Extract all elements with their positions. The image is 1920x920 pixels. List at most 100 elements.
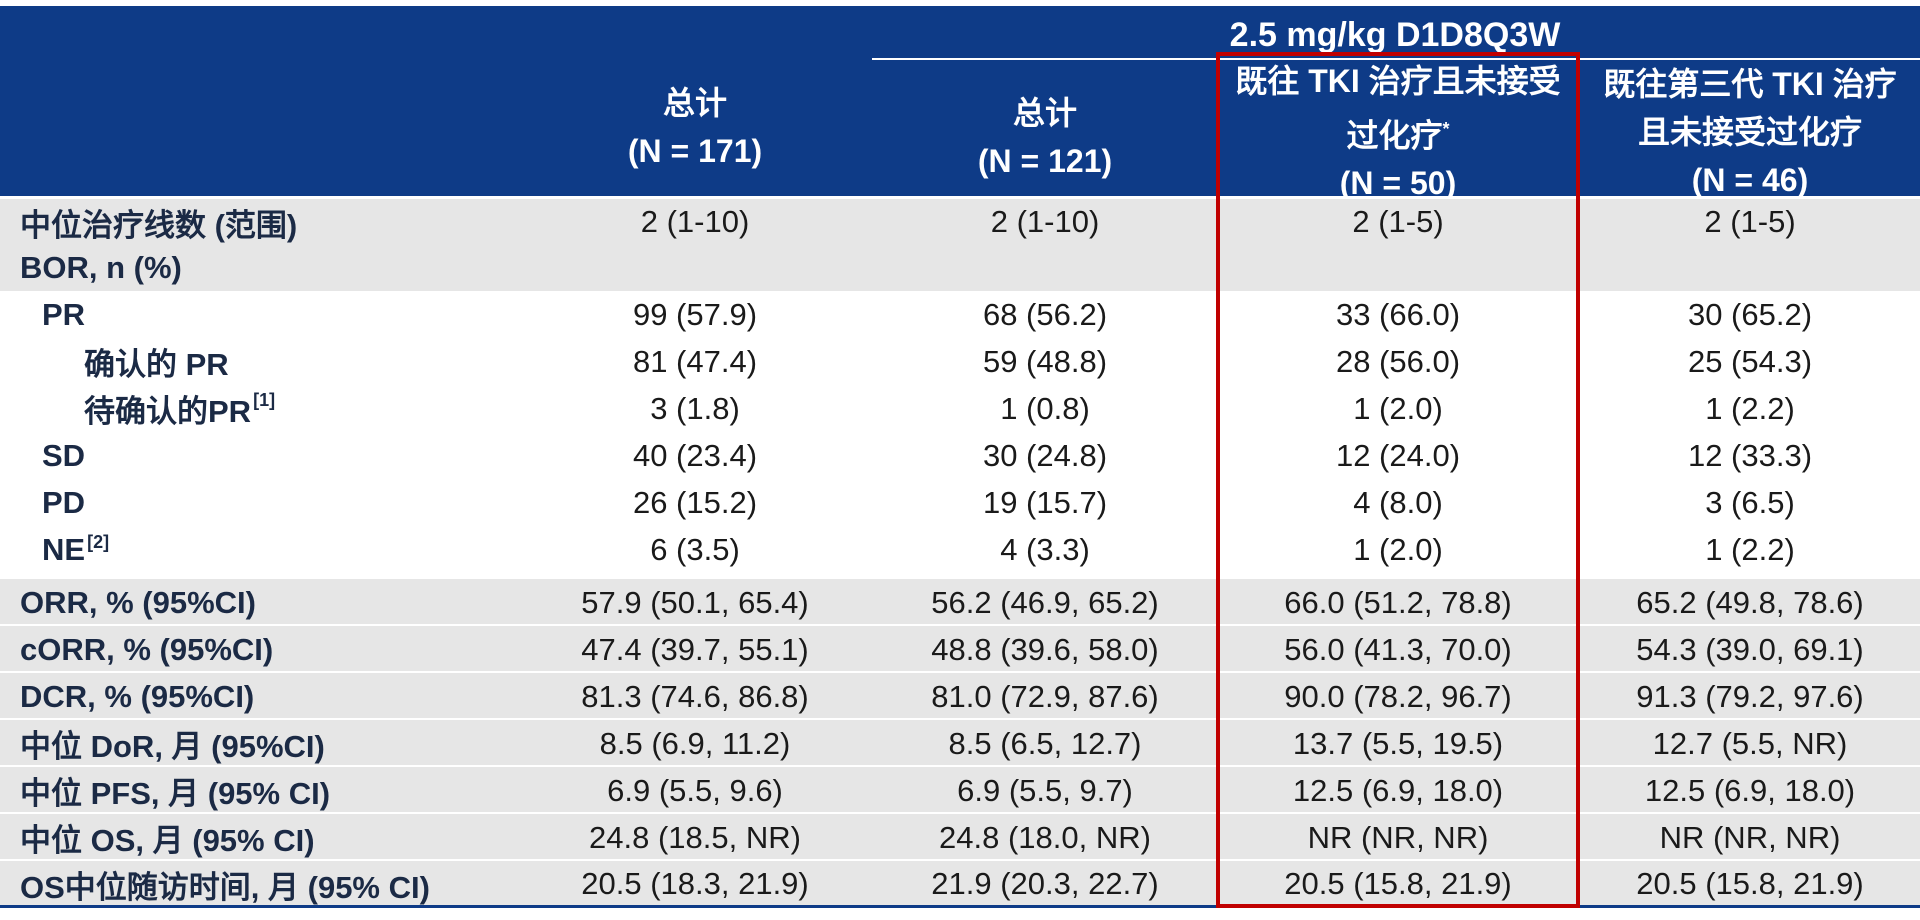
table-cell: 20.5 (15.8, 21.9)	[1636, 866, 1864, 901]
table-cell: 25 (54.3)	[1687, 343, 1813, 379]
row-label: cORR, % (95%CI)	[20, 626, 273, 673]
table-cell: 1 (0.8)	[1000, 390, 1090, 426]
row-label-text: PD	[42, 484, 86, 520]
table-row: ORR, % (95%CI) 57.9 (50.1, 65.4) 56.2 (46.…	[0, 577, 1920, 626]
column-header-line: (N = 50)	[1339, 165, 1457, 202]
table-row: 中位 DoR, 月 (95%CI) 8.5 (6.9, 11.2) 8.5 (6.5…	[0, 718, 1920, 767]
table-cell	[870, 245, 1220, 291]
table-cell: 30 (24.8)	[982, 437, 1108, 473]
table-cell: 6.9 (5.5, 9.7)	[957, 772, 1133, 808]
table-cell: 2 (1-5)	[1704, 204, 1796, 239]
column-header-line: (N = 171)	[627, 133, 763, 169]
row-label: 中位 PFS, 月 (95% CI)	[20, 767, 330, 814]
footnote-marker: [2]	[87, 531, 110, 552]
table-cell: 12.5 (6.9, 18.0)	[1292, 772, 1504, 808]
row-label-text: 中位 DoR, 月 (95%CI)	[20, 729, 325, 764]
row-label: OS中位随访时间, 月 (95% CI)	[20, 861, 430, 907]
row-label-text: BOR, n (%)	[20, 250, 182, 285]
column-header-prior-3rd-gen-tki: 既往第三代 TKI 治疗 且未接受过化疗 (N = 46)	[1580, 60, 1920, 204]
table-cell: 6 (3.5)	[650, 532, 740, 567]
row-label-text: 中位 OS, 月 (95% CI)	[20, 823, 315, 858]
table-cell: 4 (3.3)	[1000, 532, 1090, 567]
table-cell: 81.0 (72.9, 87.6)	[931, 678, 1159, 714]
table-cell: 12.7 (5.5, NR)	[1652, 725, 1848, 761]
table-cell: 20.5 (18.3, 21.9)	[581, 866, 809, 901]
table-cell: 24.8 (18.0, NR)	[939, 819, 1151, 855]
row-label-text: ORR, % (95%CI)	[20, 584, 256, 620]
table-cell: 1 (2.0)	[1353, 532, 1443, 567]
table-cell: 8.5 (6.9, 11.2)	[599, 725, 791, 761]
table-row: 中位治疗线数 (范围) 2 (1-10) 2 (1-10) 2 (1-5) 2 (1-5…	[0, 199, 1920, 245]
row-label: DCR, % (95%CI)	[20, 673, 254, 720]
table-cell: 21.9 (20.3, 22.7)	[931, 866, 1159, 901]
group-divider	[872, 58, 1920, 60]
table-cell: 6.9 (5.5, 9.6)	[607, 772, 783, 808]
table-row: PR 99 (57.9) 68 (56.2) 33 (66.0) 30 (65.2)	[0, 291, 1920, 338]
row-label: 中位 DoR, 月 (95%CI)	[20, 720, 325, 767]
footnote-marker: *	[1442, 118, 1450, 139]
table-cell: 81 (47.4)	[632, 343, 758, 379]
row-label: SD	[42, 432, 85, 479]
table-row: DCR, % (95%CI) 81.3 (74.6, 86.8) 81.0 (72.…	[0, 671, 1920, 720]
row-label: 中位 OS, 月 (95% CI)	[20, 814, 315, 861]
table-header: 2.5 mg/kg D1D8Q3W 总计 (N = 171) 总计 (N = 1…	[0, 6, 1920, 201]
row-label-text: PR	[42, 296, 86, 332]
table-cell: 65.2 (49.8, 78.6)	[1636, 584, 1864, 620]
table-cell: 47.4 (39.7, 55.1)	[581, 631, 809, 667]
row-label: BOR, n (%)	[20, 245, 182, 291]
column-header-line: 既往第三代 TKI 治疗	[1603, 66, 1897, 102]
row-label-text: 待确认的PR	[84, 394, 252, 429]
column-header-text: 过化疗	[1346, 117, 1443, 154]
footnote-marker: [1]	[253, 390, 276, 410]
table-cell: 19 (15.7)	[982, 484, 1108, 520]
table-cell: 2 (1-10)	[990, 204, 1100, 239]
table-cell: 68 (56.2)	[982, 296, 1108, 332]
column-header-prior-tki: 既往 TKI 治疗且未接受 过化疗* (N = 50)	[1220, 60, 1576, 204]
column-header-line: (N = 46)	[1691, 162, 1809, 198]
row-label: 待确认的PR [1]	[84, 385, 275, 432]
table-cell: 12 (33.3)	[1687, 437, 1813, 473]
dose-group-title: 2.5 mg/kg D1D8Q3W	[1229, 15, 1561, 54]
table-cell: 57.9 (50.1, 65.4)	[581, 584, 809, 620]
row-label-text: DCR, % (95%CI)	[20, 678, 255, 714]
row-label-text: NE	[42, 532, 86, 567]
table-cell: 81.3 (74.6, 86.8)	[581, 678, 809, 714]
table-cell: 54.3 (39.0, 69.1)	[1636, 631, 1864, 667]
table-cell	[1580, 245, 1920, 291]
column-header-line: 总计	[1012, 95, 1077, 131]
table-cell: 2 (1-5)	[1352, 204, 1444, 239]
table-cell: 1 (2.2)	[1705, 390, 1795, 426]
table-cell: 3 (6.5)	[1705, 484, 1795, 520]
table-cell: 56.0 (41.3, 70.0)	[1284, 631, 1512, 667]
table-cell: 48.8 (39.6, 58.0)	[931, 631, 1159, 667]
table-cell: 30 (65.2)	[1687, 296, 1813, 332]
table-row: BOR, n (%)	[0, 245, 1920, 291]
table-cell: 12.5 (6.9, 18.0)	[1644, 772, 1856, 808]
table-cell: NR (NR, NR)	[1307, 819, 1489, 855]
table-cell: 1 (2.2)	[1705, 532, 1795, 567]
column-header-line: 过化疗*	[1220, 105, 1576, 160]
table-cell: 13.7 (5.5, 19.5)	[1292, 725, 1504, 761]
table-cell: 56.2 (46.9, 65.2)	[931, 584, 1159, 620]
table-row: SD 40 (23.4) 30 (24.8) 12 (24.0) 12 (33.3)	[0, 432, 1920, 479]
table-cell: 33 (66.0)	[1335, 296, 1461, 332]
table-row: 中位 PFS, 月 (95% CI) 6.9 (5.5, 9.6) 6.9 (5.5…	[0, 765, 1920, 814]
column-header-line: 且未接受过化疗	[1637, 114, 1862, 150]
table-row: PD 26 (15.2) 19 (15.7) 4 (8.0) 3 (6.5)	[0, 479, 1920, 526]
table-cell: 26 (15.2)	[632, 484, 758, 520]
table-cell: 12 (24.0)	[1335, 437, 1461, 473]
table-cell	[1220, 245, 1576, 291]
table-cell: 90.0 (78.2, 96.7)	[1284, 678, 1512, 714]
table-row: OS中位随访时间, 月 (95% CI) 20.5 (18.3, 21.9) 21.…	[0, 859, 1920, 907]
table-row: 待确认的PR [1] 3 (1.8) 1 (0.8) 1 (2.0) 1 (2.2)	[0, 385, 1920, 432]
table-row: 确认的 PR 81 (47.4) 59 (48.8) 28 (56.0) 25 (54.…	[0, 338, 1920, 385]
table-cell: 24.8 (18.5, NR)	[589, 819, 801, 855]
row-label-text: OS中位随访时间, 月 (95% CI)	[20, 869, 430, 905]
column-header-line: 既往 TKI 治疗且未接受	[1235, 62, 1561, 99]
row-label-text: cORR, % (95%CI)	[20, 631, 274, 667]
table-cell	[520, 245, 870, 291]
table-cell: 8.5 (6.5, 12.7)	[948, 725, 1142, 761]
table-cell: NR (NR, NR)	[1659, 819, 1841, 855]
table-cell: 1 (2.0)	[1353, 390, 1443, 426]
